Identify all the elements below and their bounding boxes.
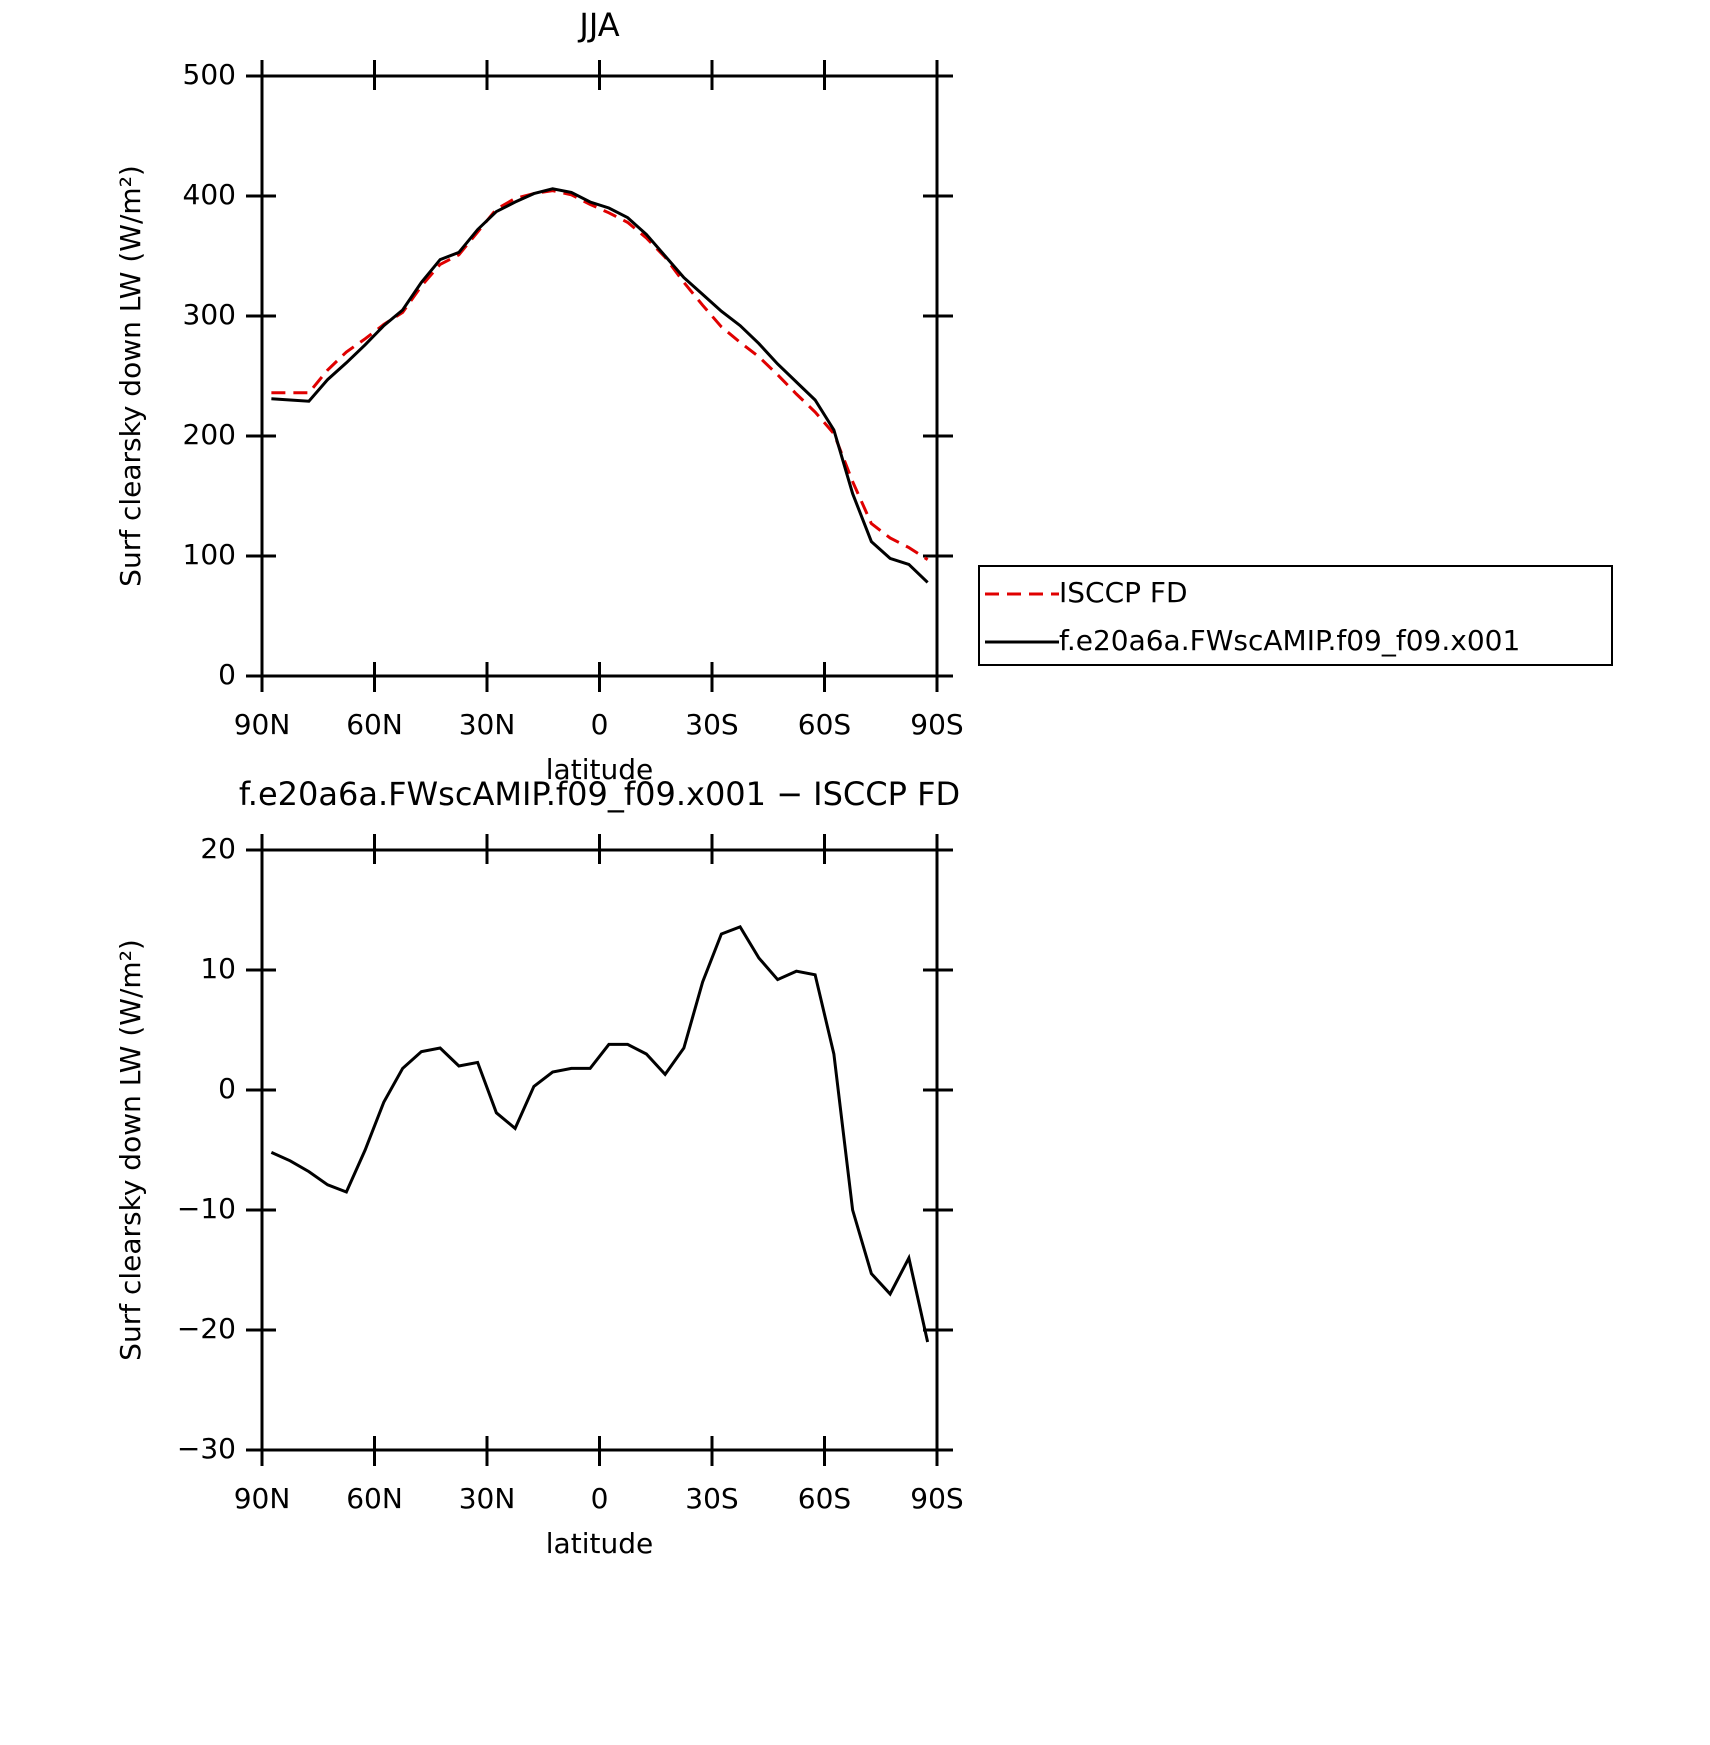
y-tick-label: 500	[183, 58, 236, 91]
legend-label: f.e20a6a.FWscAMIP.f09_f09.x001	[1059, 624, 1520, 657]
legend-box	[978, 565, 1613, 666]
x-tick-label: 60N	[346, 1482, 403, 1515]
x-axis-label: latitude	[546, 753, 653, 786]
x-tick-label: 90N	[234, 708, 291, 741]
x-axis-label: latitude	[546, 1527, 653, 1560]
x-tick-label: 90S	[910, 708, 963, 741]
x-tick-label: 0	[591, 1482, 609, 1515]
y-tick-label: 300	[183, 298, 236, 331]
y-tick-label: 100	[183, 538, 236, 571]
x-tick-label: 60S	[798, 1482, 851, 1515]
x-tick-label: 60N	[346, 708, 403, 741]
x-tick-label: 30S	[685, 1482, 738, 1515]
y-tick-label: 0	[218, 1072, 236, 1105]
y-tick-label: 0	[218, 658, 236, 691]
y-tick-label: −10	[177, 1192, 236, 1225]
y-tick-label: 400	[183, 178, 236, 211]
data-line	[271, 187, 929, 584]
legend-label: ISCCP FD	[1059, 576, 1188, 609]
x-tick-label: 30S	[685, 708, 738, 741]
y-tick-label: 20	[200, 832, 236, 865]
x-tick-label: 30N	[459, 1482, 516, 1515]
x-tick-label: 30N	[459, 708, 516, 741]
x-tick-label: 90S	[910, 1482, 963, 1515]
x-tick-label: 90N	[234, 1482, 291, 1515]
y-tick-label: 10	[200, 952, 236, 985]
plot-frame	[260, 848, 939, 1452]
y-tick-label: −20	[177, 1312, 236, 1345]
y-tick-label: 200	[183, 418, 236, 451]
data-line	[270, 924, 930, 1343]
y-axis-label: Surf clearsky down LW (W/m²)	[114, 165, 147, 587]
chart-title: JJA	[577, 6, 619, 44]
x-tick-label: 0	[591, 708, 609, 741]
y-tick-label: −30	[177, 1432, 236, 1465]
y-axis-label: Surf clearsky down LW (W/m²)	[114, 939, 147, 1361]
x-tick-label: 60S	[798, 708, 851, 741]
plot-frame	[260, 74, 939, 678]
chart-title: f.e20a6a.FWscAMIP.f09_f09.x001 − ISCCP F…	[239, 775, 960, 813]
data-line	[271, 189, 929, 561]
